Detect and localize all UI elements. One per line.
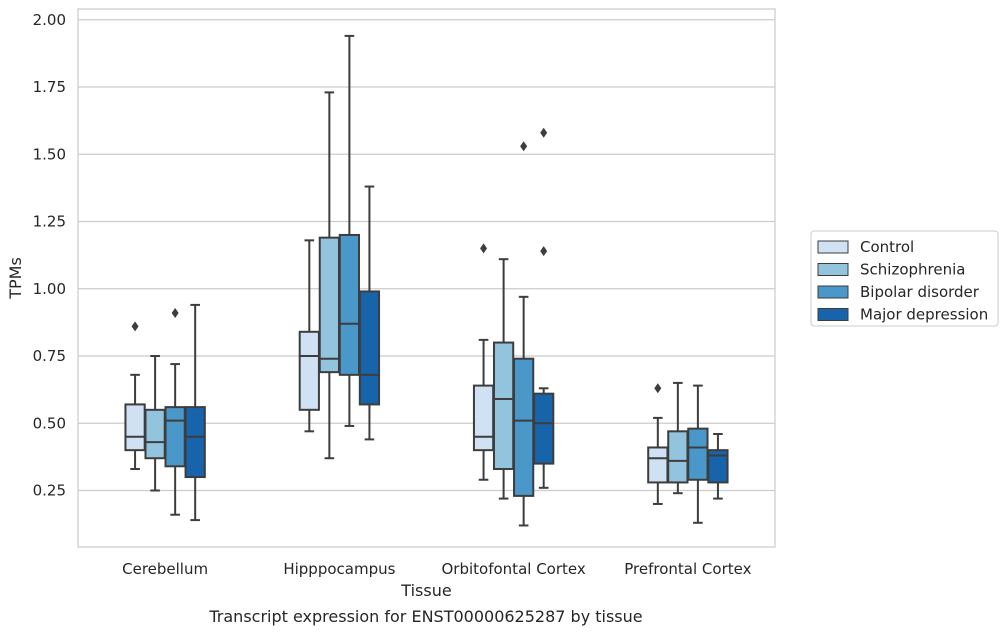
box-iqr (298, 330, 320, 411)
box (472, 243, 495, 481)
box-iqr (667, 430, 689, 484)
box-iqr (492, 341, 515, 470)
box (318, 91, 340, 460)
legend-label: Control (860, 238, 914, 256)
series-schizophrenia (144, 91, 689, 500)
box (513, 141, 535, 527)
box-iqr (533, 392, 555, 465)
box-iqr (687, 427, 709, 481)
x-tick-labels: Cerebellum Hipppocampus Orbitofontal Corte… (122, 560, 751, 578)
y-tick-label: 1.75 (33, 78, 66, 96)
outlier-point (654, 383, 662, 394)
legend-label: Bipolar disorder (860, 283, 980, 301)
series-bipolar-disorder (164, 34, 709, 527)
y-tick-label: 1.25 (33, 213, 66, 231)
box (338, 34, 361, 427)
outlier-point (520, 141, 528, 152)
x-tick-label: Orbitofontal Cortex (442, 560, 586, 578)
box-iqr (318, 236, 340, 374)
x-tick-label: Hipppocampus (283, 560, 395, 578)
box-iqr (513, 357, 535, 497)
legend: Control Schizophrenia Bipolar disorder Majo… (810, 230, 999, 327)
legend-swatch (817, 263, 849, 276)
outlier-point (480, 243, 488, 254)
outlier-point (540, 246, 548, 257)
box-series (124, 34, 729, 527)
box (164, 307, 186, 516)
y-tick-labels: 0.25 0.50 0.75 1.00 1.25 1.50 1.75 2.00 (33, 11, 66, 500)
box-iqr (358, 290, 381, 406)
y-tick-label: 0.50 (33, 414, 66, 432)
legend-swatch (817, 240, 849, 254)
legend-swatch (817, 285, 849, 299)
legend-swatch (817, 308, 849, 321)
box (533, 127, 555, 489)
box-iqr (472, 384, 495, 452)
box (687, 384, 709, 524)
box-iqr (184, 406, 206, 479)
box (492, 258, 515, 500)
series-major-depression (184, 127, 729, 522)
outlier-point (171, 307, 179, 318)
box (144, 355, 166, 492)
box-iqr (707, 449, 729, 484)
box (184, 303, 206, 522)
box (298, 239, 320, 433)
legend-label: Major depression (860, 306, 988, 324)
x-tick-label: Cerebellum (122, 560, 208, 578)
x-axis-label: Tissue (400, 581, 451, 600)
y-tick-label: 1.50 (33, 145, 66, 163)
x-tick-label: Prefrontal Cortex (624, 560, 751, 578)
box (358, 185, 381, 441)
box-iqr (144, 408, 166, 460)
series-control (124, 239, 669, 505)
y-axis-label: TPMs (6, 257, 25, 300)
box-iqr (124, 403, 146, 452)
legend-label: Schizophrenia (860, 261, 965, 279)
outlier-point (540, 127, 548, 138)
y-tick-label: 1.00 (33, 280, 66, 298)
figure-caption: Transcript expression for ENST0000062528… (208, 607, 642, 626)
box (667, 381, 689, 495)
outlier-point (131, 321, 139, 332)
plot-area-frame (77, 8, 776, 548)
box (647, 383, 669, 505)
y-tick-label: 0.25 (33, 482, 66, 500)
y-tick-label: 2.00 (33, 11, 66, 29)
box-iqr (164, 406, 186, 468)
legend-frame (810, 230, 999, 327)
box-iqr (647, 446, 669, 484)
y-tick-label: 0.75 (33, 347, 66, 365)
box (124, 321, 146, 470)
box-iqr (338, 233, 361, 376)
box (707, 433, 729, 500)
